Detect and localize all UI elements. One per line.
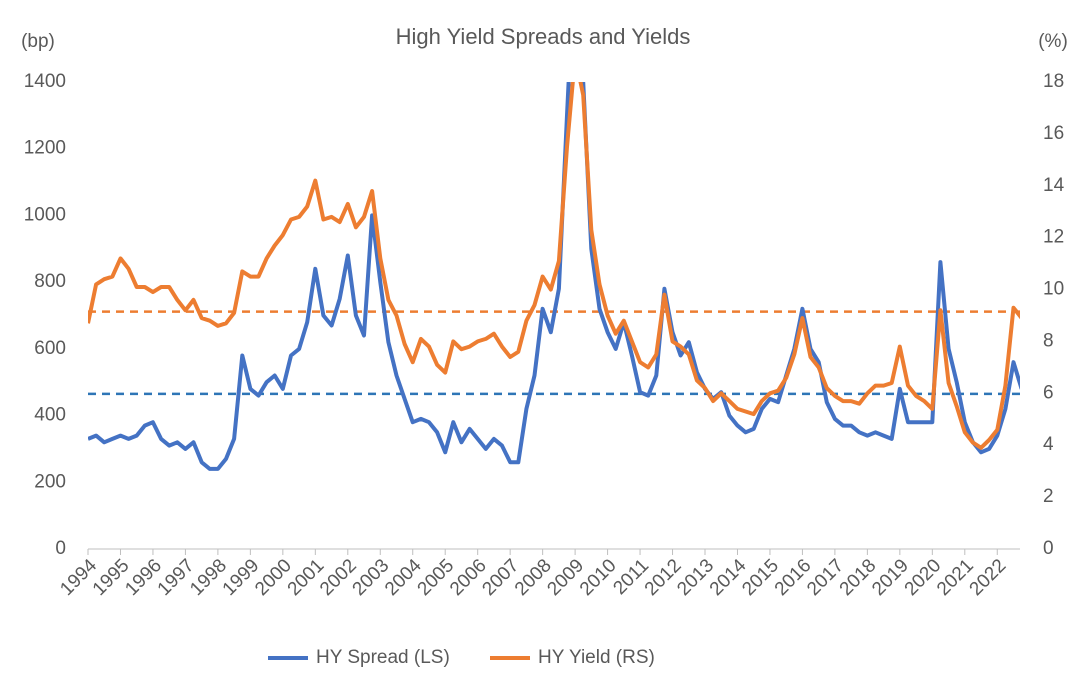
y-tick-label: 800 bbox=[34, 271, 66, 292]
y2-tick-label: 10 bbox=[1043, 279, 1064, 300]
x-tick-label: 2019 bbox=[868, 555, 913, 600]
y2-tick-label: 16 bbox=[1043, 123, 1064, 144]
x-tick-label: 2006 bbox=[446, 555, 491, 600]
series-line bbox=[88, 82, 1020, 471]
legend-label: HY Spread (LS) bbox=[316, 647, 450, 668]
y-tick-label: 1000 bbox=[24, 204, 66, 225]
x-tick-label: 2020 bbox=[901, 555, 946, 600]
x-tick-label: 2022 bbox=[966, 555, 1011, 600]
y-tick-label: 600 bbox=[34, 338, 66, 359]
x-tick-label: 2008 bbox=[511, 555, 556, 600]
x-tick-label: 1998 bbox=[186, 555, 231, 600]
y-tick-label: 0 bbox=[55, 538, 66, 559]
x-tick-label: 2001 bbox=[284, 555, 329, 600]
y2-tick-label: 8 bbox=[1043, 330, 1054, 351]
y2-tick-label: 18 bbox=[1043, 71, 1064, 92]
x-tick-label: 2015 bbox=[738, 555, 783, 600]
y2-tick-label: 6 bbox=[1043, 382, 1054, 403]
x-tick-label: 1996 bbox=[121, 555, 166, 600]
x-tick-label: 2007 bbox=[478, 555, 523, 600]
x-tick-label: 2004 bbox=[381, 555, 426, 600]
legend-label: HY Yield (RS) bbox=[538, 647, 655, 668]
chart-title: High Yield Spreads and Yields bbox=[396, 24, 691, 49]
x-tick-label: 2000 bbox=[251, 555, 296, 600]
y2-tick-label: 0 bbox=[1043, 538, 1054, 559]
y2-tick-label: 4 bbox=[1043, 434, 1054, 455]
x-tick-label: 1995 bbox=[89, 555, 134, 600]
y-tick-label: 1400 bbox=[24, 71, 66, 92]
series-line bbox=[88, 82, 1020, 450]
x-tick-label: 2003 bbox=[349, 555, 394, 600]
plot bbox=[88, 82, 1020, 471]
x-tick-label: 1994 bbox=[56, 555, 101, 600]
y-axis-label: (bp) bbox=[21, 31, 55, 52]
y-tick-label: 200 bbox=[34, 471, 66, 492]
y2-axis-label: (%) bbox=[1038, 31, 1068, 52]
x-tick-label: 2014 bbox=[706, 555, 751, 600]
x-tick-label: 2018 bbox=[836, 555, 881, 600]
x-tick-label: 2009 bbox=[543, 555, 588, 600]
x-tick-label: 2010 bbox=[576, 555, 621, 600]
x-tick-label: 2013 bbox=[673, 555, 718, 600]
x-tick-label: 2002 bbox=[316, 555, 361, 600]
x-tick-label: 1997 bbox=[154, 555, 199, 600]
x-tick-label: 2016 bbox=[771, 555, 816, 600]
x-tick-label: 1999 bbox=[219, 555, 264, 600]
y2-tick-label: 14 bbox=[1043, 175, 1065, 196]
x-tick-label: 2005 bbox=[414, 555, 459, 600]
x-tick-label: 2017 bbox=[803, 555, 848, 600]
x-tick-label: 2011 bbox=[609, 555, 653, 599]
x-tick-label: 2012 bbox=[641, 555, 686, 600]
y2-tick-label: 12 bbox=[1043, 227, 1064, 248]
y-tick-label: 400 bbox=[34, 405, 66, 426]
x-tick-label: 2021 bbox=[933, 555, 978, 600]
y-tick-label: 1200 bbox=[24, 138, 66, 159]
y2-tick-label: 2 bbox=[1043, 486, 1054, 507]
